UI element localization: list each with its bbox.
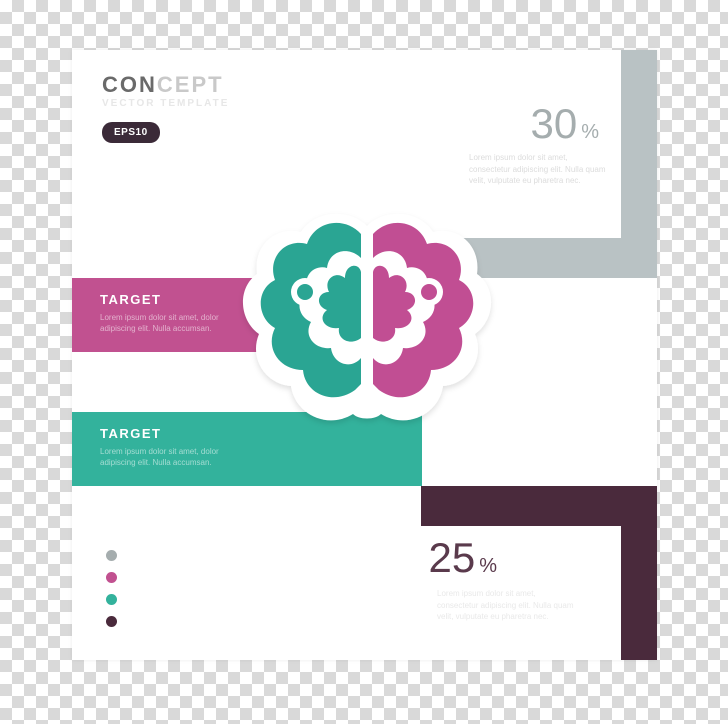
legend-dot-magenta xyxy=(106,572,117,583)
brain-icon xyxy=(237,188,497,448)
bar-magenta-text: Lorem ipsum dolor sit amet, dolor adipis… xyxy=(100,312,250,334)
legend-dot-gray xyxy=(106,550,117,561)
plum-ribbon-horizontal xyxy=(421,486,621,526)
stat-30: 30% xyxy=(530,100,599,148)
stat-25-value: 25 xyxy=(428,534,475,581)
bar-magenta-label: TARGET xyxy=(100,292,161,307)
subtitle: VECTOR TEMPLATE xyxy=(102,98,229,109)
legend-dot-plum xyxy=(106,616,117,627)
stat-25-desc: Lorem ipsum dolor sit amet, consectetur … xyxy=(437,588,577,623)
stat-30-unit: % xyxy=(581,121,599,143)
legend-dot-teal xyxy=(106,594,117,605)
eps-badge: EPS10 xyxy=(102,122,160,143)
title-bold: CON xyxy=(102,72,157,97)
stat-30-value: 30 xyxy=(530,100,577,147)
bar-teal-label: TARGET xyxy=(100,426,161,441)
bar-teal-text: Lorem ipsum dolor sit amet, dolor adipis… xyxy=(100,446,250,468)
stat-25-unit: % xyxy=(479,555,497,577)
stat-25: 25% xyxy=(428,534,497,582)
infographic-card: CONCEPT VECTOR TEMPLATE EPS10 30% Lorem … xyxy=(72,50,657,660)
stat-30-desc: Lorem ipsum dolor sit amet, consectetur … xyxy=(469,152,609,187)
title: CONCEPT xyxy=(102,72,224,98)
title-light: CEPT xyxy=(157,72,224,97)
gray-ribbon-vertical xyxy=(621,50,657,278)
legend xyxy=(106,550,117,638)
plum-ribbon-vertical xyxy=(621,486,657,660)
